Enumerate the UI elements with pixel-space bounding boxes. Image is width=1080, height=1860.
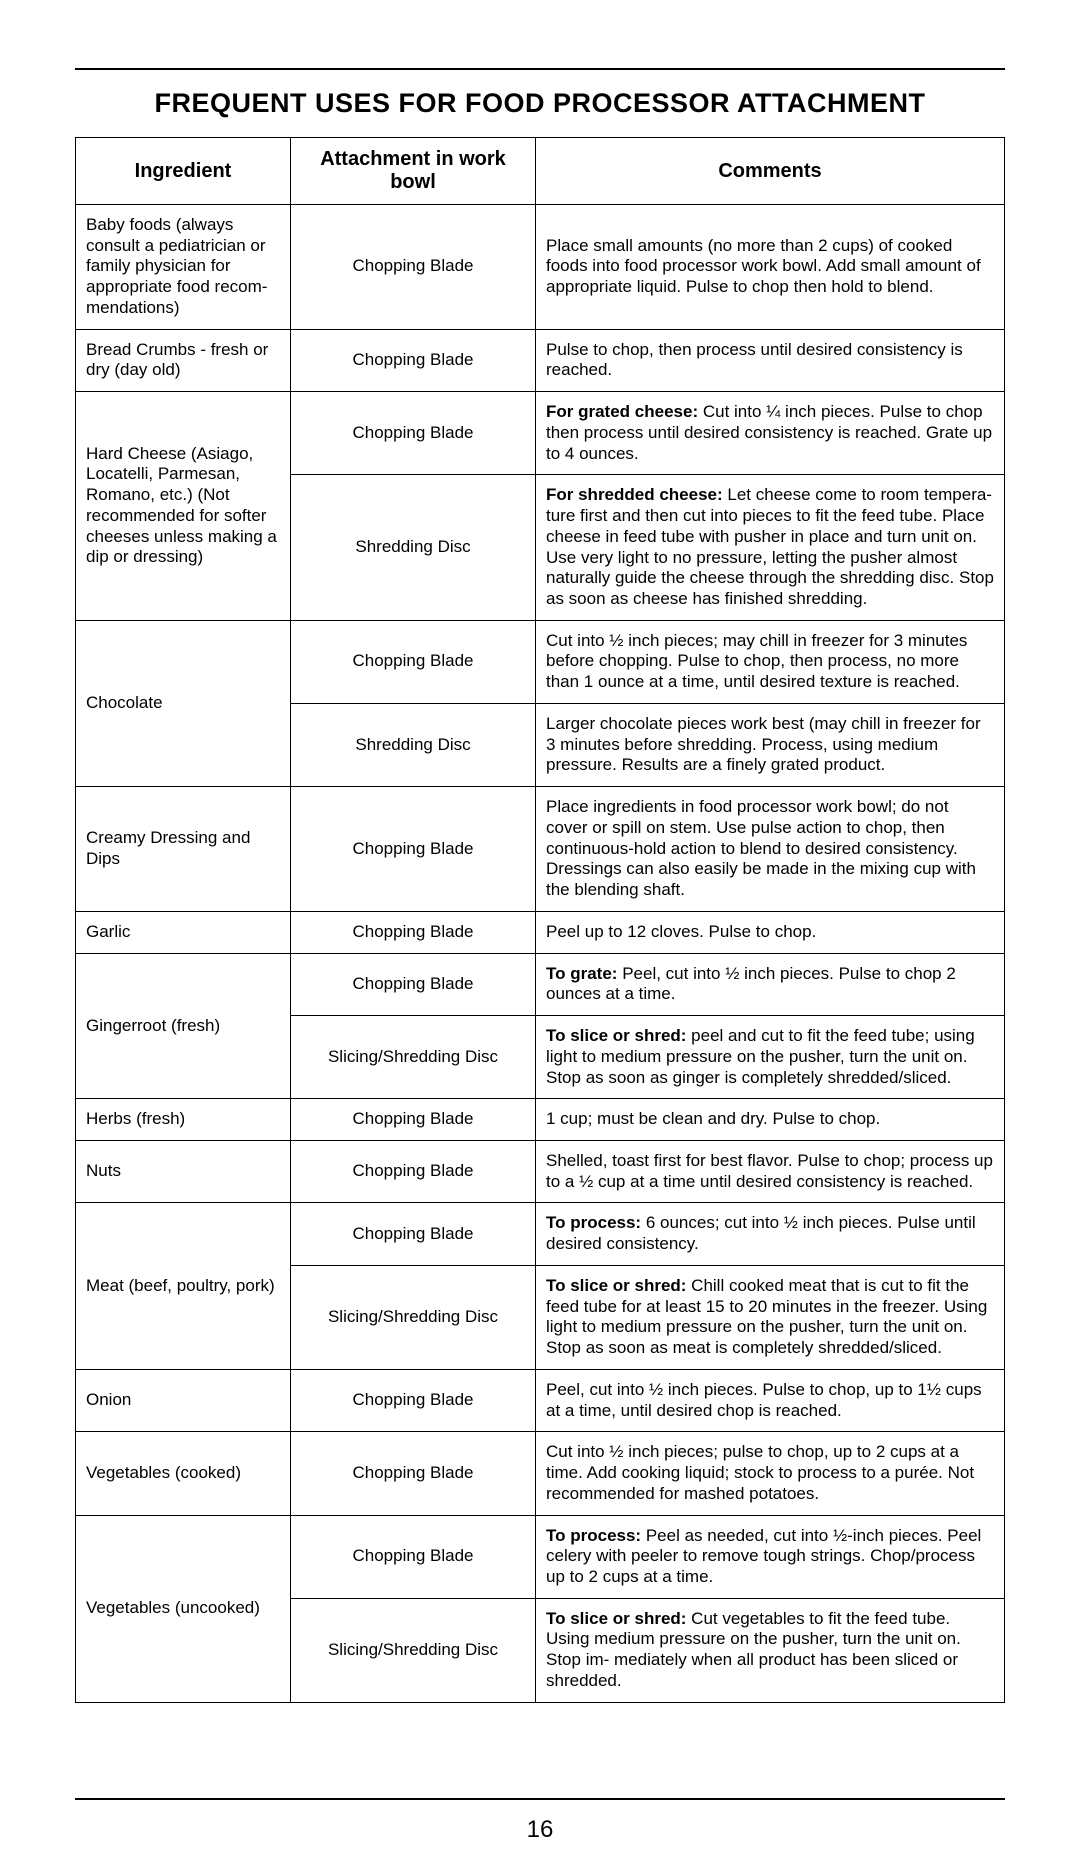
cell-attachment: Chopping Blade: [291, 1369, 536, 1431]
cell-ingredient: Meat (beef, poultry, pork): [76, 1203, 291, 1369]
cell-ingredient: Onion: [76, 1369, 291, 1431]
cell-comment: Cut into ½ inch pieces; may chill in fre…: [536, 620, 1005, 703]
table-row: Garlic Chopping Blade Peel up to 12 clov…: [76, 911, 1005, 953]
page-number: 16: [0, 1816, 1080, 1844]
cell-comment: Place ingredients in food processor work…: [536, 787, 1005, 912]
cell-comment: Peel up to 12 cloves. Pulse to chop.: [536, 911, 1005, 953]
cell-attachment: Chopping Blade: [291, 392, 536, 475]
table-row: Onion Chopping Blade Peel, cut into ½ in…: [76, 1369, 1005, 1431]
cell-attachment: Chopping Blade: [291, 1515, 536, 1598]
cell-comment: To process: Peel as needed, cut into ½-i…: [536, 1515, 1005, 1598]
cell-comment: To slice or shred: peel and cut to fit t…: [536, 1016, 1005, 1099]
cell-ingredient: Hard Cheese (Asiago, Locatelli, Parmesan…: [76, 392, 291, 621]
cell-attachment: Chopping Blade: [291, 1140, 536, 1202]
cell-attachment: Chopping Blade: [291, 953, 536, 1015]
cell-ingredient: Creamy Dressing and Dips: [76, 787, 291, 912]
cell-comment: Place small amounts (no more than 2 cups…: [536, 205, 1005, 330]
cell-attachment: Chopping Blade: [291, 329, 536, 391]
table-row: Vegetables (cooked) Chopping Blade Cut i…: [76, 1432, 1005, 1515]
cell-attachment: Shredding Disc: [291, 475, 536, 620]
cell-attachment: Slicing/Shredding Disc: [291, 1598, 536, 1702]
cell-comment: Peel, cut into ½ inch pieces. Pulse to c…: [536, 1369, 1005, 1431]
cell-ingredient: Gingerroot (fresh): [76, 953, 291, 1099]
cell-comment: To grate: Peel, cut into ½ inch pieces. …: [536, 953, 1005, 1015]
cell-comment: Cut into ½ inch pieces; pulse to chop, u…: [536, 1432, 1005, 1515]
comment-lead: To grate:: [546, 964, 617, 983]
cell-attachment: Chopping Blade: [291, 911, 536, 953]
table-row: Baby foods (always consult a pediatricia…: [76, 205, 1005, 330]
cell-ingredient: Bread Crumbs - fresh or dry (day old): [76, 329, 291, 391]
cell-attachment: Chopping Blade: [291, 620, 536, 703]
cell-comment: To slice or shred: Cut vegetables to fit…: [536, 1598, 1005, 1702]
cell-attachment: Slicing/Shredding Disc: [291, 1265, 536, 1369]
page-title: FREQUENT USES FOR FOOD PROCESSOR ATTACHM…: [75, 88, 1005, 119]
cell-attachment: Chopping Blade: [291, 205, 536, 330]
comment-lead: To slice or shred:: [546, 1026, 686, 1045]
cell-comment: Shelled, toast first for best flavor. Pu…: [536, 1140, 1005, 1202]
cell-comment: To slice or shred: Chill cooked meat tha…: [536, 1265, 1005, 1369]
cell-ingredient: Baby foods (always consult a pediatricia…: [76, 205, 291, 330]
cell-attachment: Chopping Blade: [291, 1203, 536, 1265]
uses-table: Ingredient Attachment in work bowl Comme…: [75, 137, 1005, 1703]
cell-ingredient: Nuts: [76, 1140, 291, 1202]
table-row: Bread Crumbs - fresh or dry (day old) Ch…: [76, 329, 1005, 391]
cell-attachment: Slicing/Shredding Disc: [291, 1016, 536, 1099]
cell-ingredient: Herbs (fresh): [76, 1099, 291, 1141]
cell-ingredient: Chocolate: [76, 620, 291, 786]
table-row: Nuts Chopping Blade Shelled, toast first…: [76, 1140, 1005, 1202]
table-row: Meat (beef, poultry, pork) Chopping Blad…: [76, 1203, 1005, 1265]
cell-comment: 1 cup; must be clean and dry. Pulse to c…: [536, 1099, 1005, 1141]
col-ingredient: Ingredient: [76, 138, 291, 205]
cell-comment: For shredded cheese: Let cheese come to …: [536, 475, 1005, 620]
cell-ingredient: Vegetables (cooked): [76, 1432, 291, 1515]
table-row: Vegetables (uncooked) Chopping Blade To …: [76, 1515, 1005, 1598]
comment-lead: For grated cheese:: [546, 402, 698, 421]
cell-ingredient: Vegetables (uncooked): [76, 1515, 291, 1702]
table-row: Herbs (fresh) Chopping Blade 1 cup; must…: [76, 1099, 1005, 1141]
col-attachment: Attachment in work bowl: [291, 138, 536, 205]
comment-lead: To slice or shred:: [546, 1276, 686, 1295]
page-frame: FREQUENT USES FOR FOOD PROCESSOR ATTACHM…: [75, 68, 1005, 1800]
table-row: Creamy Dressing and Dips Chopping Blade …: [76, 787, 1005, 912]
comment-lead: To process:: [546, 1213, 641, 1232]
cell-comment: For grated cheese: Cut into ¼ inch piece…: [536, 392, 1005, 475]
table-row: Gingerroot (fresh) Chopping Blade To gra…: [76, 953, 1005, 1015]
cell-comment: To process: 6 ounces; cut into ½ inch pi…: [536, 1203, 1005, 1265]
comment-lead: To slice or shred:: [546, 1609, 686, 1628]
col-comments: Comments: [536, 138, 1005, 205]
table-row: Chocolate Chopping Blade Cut into ½ inch…: [76, 620, 1005, 703]
cell-comment: Larger chocolate pieces work best (may c…: [536, 703, 1005, 786]
table-header-row: Ingredient Attachment in work bowl Comme…: [76, 138, 1005, 205]
cell-attachment: Chopping Blade: [291, 787, 536, 912]
table-row: Hard Cheese (Asiago, Locatelli, Parmesan…: [76, 392, 1005, 475]
comment-lead: For shredded cheese:: [546, 485, 723, 504]
cell-attachment: Shredding Disc: [291, 703, 536, 786]
comment-lead: To process:: [546, 1526, 641, 1545]
cell-ingredient: Garlic: [76, 911, 291, 953]
cell-comment: Pulse to chop, then process until desire…: [536, 329, 1005, 391]
cell-attachment: Chopping Blade: [291, 1432, 536, 1515]
cell-attachment: Chopping Blade: [291, 1099, 536, 1141]
